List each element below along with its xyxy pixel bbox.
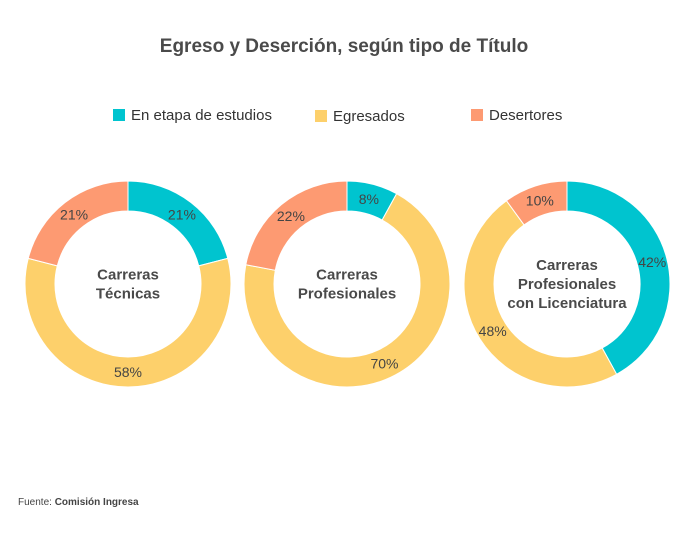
donut-3-label-egresados: 48% (479, 323, 507, 339)
donut-2-center-label: Carreras (316, 267, 378, 284)
donut-1-label-desertores: 21% (60, 206, 88, 222)
donut-1-label-en-etapa: 21% (168, 206, 196, 222)
donut-1-slice-egresados (24, 257, 232, 388)
donut-3-label-en-etapa: 42% (638, 254, 666, 270)
donut-2-label-desertores: 22% (277, 208, 305, 224)
donut-1-center-label: Carreras (97, 267, 159, 284)
legend-swatch-desertores (471, 109, 483, 121)
legend-swatch-en-etapa (113, 109, 125, 121)
chart-title: Egreso y Deserción, según tipo de Título (159, 36, 529, 57)
legend-swatch-egresados (315, 110, 327, 122)
legend-item-desertores: Desertores (471, 105, 562, 125)
donut-3-slice-en-etapa (566, 180, 671, 375)
donut-1-slice-desertores (27, 180, 129, 267)
donut-3-label-desertores: 10% (526, 192, 554, 208)
donut-3-slice-egresados (463, 199, 618, 388)
donut-1-center-label: Técnicas (96, 286, 160, 303)
legend-label-egresados: Egresados (333, 107, 405, 125)
donut-1-slice-en-etapa (127, 180, 229, 267)
donut-2-slice-egresados (243, 193, 451, 388)
donut-2-label-egresados: 70% (370, 356, 398, 372)
legend-item-egresados: Egresados (315, 106, 405, 126)
legend-label-desertores: Desertores (489, 106, 563, 124)
source-prefix: Fuente: (18, 497, 52, 508)
donut-3-slice-desertores (505, 180, 568, 226)
source-note: Fuente: Comisión Ingresa (18, 497, 139, 508)
legend-label-en-etapa: En etapa de estudios (131, 106, 272, 124)
donut-2-center-label: Profesionales (298, 286, 396, 303)
donut-1-label-egresados: 58% (114, 364, 142, 380)
donut-3-center-label: Carreras (536, 257, 598, 274)
donut-3-center-label: Profesionales (518, 276, 616, 293)
source-name: Comisión Ingresa (54, 497, 139, 508)
donut-2-label-en-etapa: 8% (359, 191, 379, 207)
donut-3-center-label: con Licenciatura (507, 295, 627, 312)
donut-2-slice-desertores (245, 180, 348, 271)
legend-item-en-etapa: En etapa de estudios (113, 105, 272, 125)
